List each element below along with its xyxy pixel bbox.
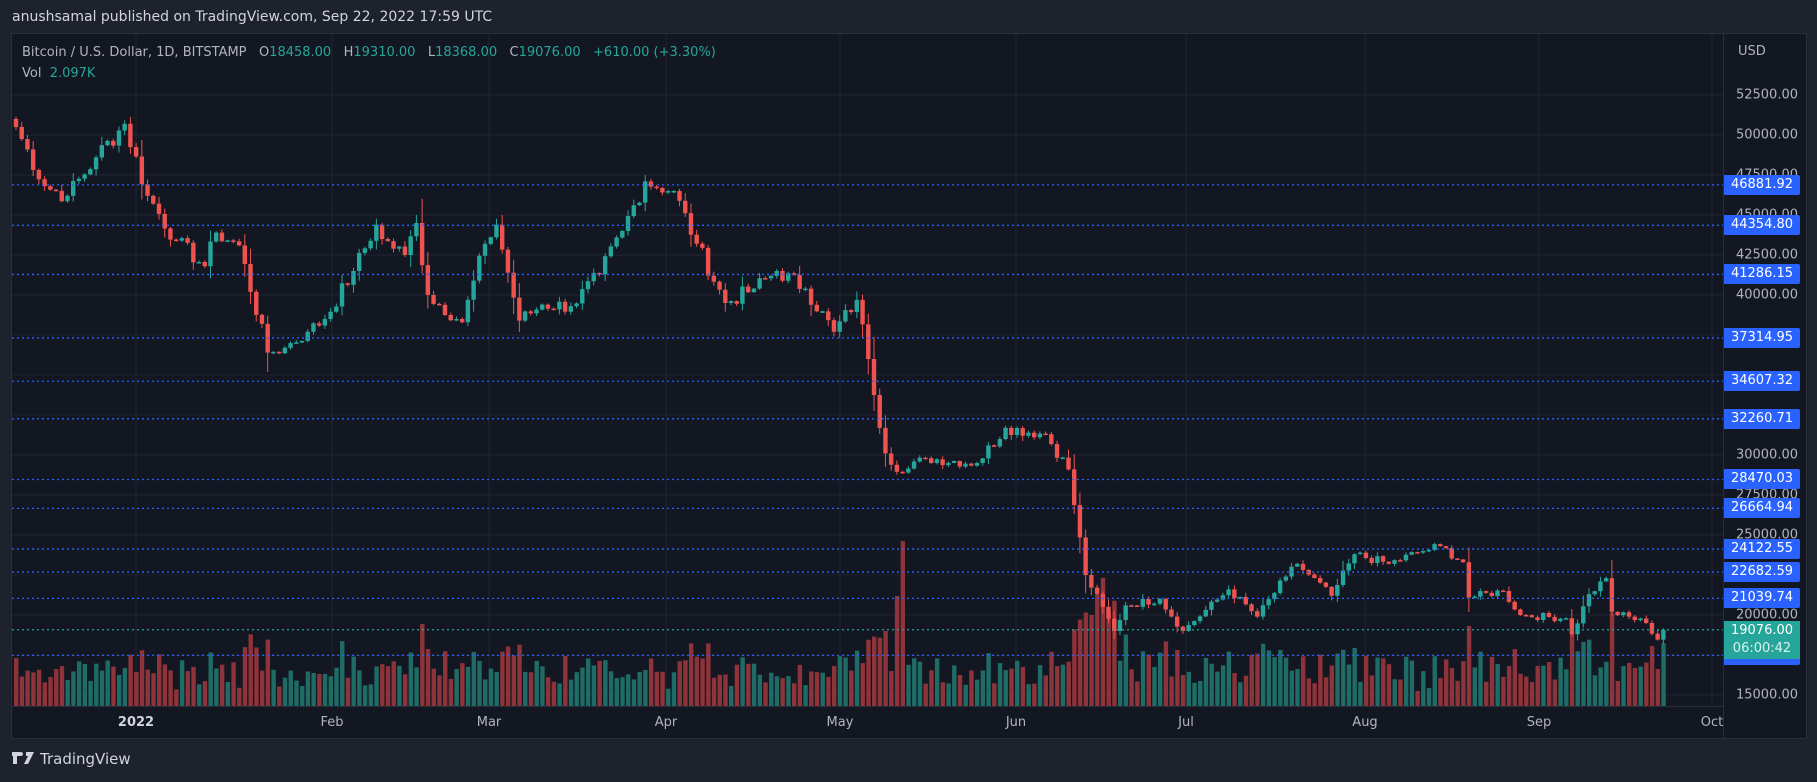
time-tick-label: Apr [654, 715, 678, 730]
price-tick-label: 52500.00 [1735, 87, 1798, 103]
time-tick-label: 2022 [117, 715, 155, 730]
close-label: C [509, 45, 519, 60]
low-value: 18368.00 [435, 45, 498, 60]
high-label: H [343, 45, 354, 60]
symbol-description[interactable]: Bitcoin / U.S. Dollar, 1D, BITSTAMP [22, 45, 247, 60]
level-price-tag[interactable]: 24122.55 [1724, 539, 1800, 560]
candlestick-chart[interactable] [12, 34, 1723, 706]
time-tick-label: Sep [1526, 715, 1552, 730]
time-tick-label: Mar [476, 715, 502, 730]
price-tick-label: 50000.00 [1735, 127, 1798, 143]
tradingview-brand: TradingView [12, 750, 131, 768]
volume-value: 2.097K [49, 66, 96, 81]
price-tick-label: 40000.00 [1735, 287, 1798, 303]
price-tick-label: 15000.00 [1735, 687, 1798, 703]
time-tick-label: Jul [1178, 715, 1194, 730]
brand-name: TradingView [40, 750, 131, 768]
time-tick-label: Oct [1700, 715, 1724, 730]
price-tick-label: 25000.00 [1735, 527, 1798, 543]
current-price-value: 19076.00 [1730, 622, 1794, 638]
low-label: L [427, 45, 436, 60]
price-axis[interactable]: USD 52500.0050000.0047500.0045000.004250… [1723, 34, 1808, 740]
price-tick-label: 30000.00 [1735, 447, 1798, 463]
high-value: 19310.00 [353, 45, 416, 60]
level-price-tag[interactable]: 41286.15 [1724, 264, 1800, 285]
chart-pane[interactable]: Bitcoin / U.S. Dollar, 1D, BITSTAMP O184… [11, 33, 1808, 740]
open-value: 18458.00 [269, 45, 332, 60]
time-tick-label: Jun [1005, 715, 1027, 730]
volume-row: Vol 2.097K [22, 63, 716, 84]
level-price-tag[interactable]: 44354.80 [1724, 215, 1800, 236]
level-price-tag[interactable]: 34607.32 [1724, 371, 1800, 392]
volume-label[interactable]: Vol [22, 66, 42, 81]
level-price-tag[interactable]: 22682.59 [1724, 562, 1800, 583]
change-value: +610.00 (+3.30%) [593, 45, 716, 60]
level-price-tag[interactable]: 21039.74 [1724, 588, 1800, 609]
bar-countdown: 06:00:42 [1732, 640, 1792, 656]
time-tick-label: May [826, 715, 854, 730]
close-value: 19076.00 [518, 45, 581, 60]
time-axis[interactable]: 2022 Feb Mar Apr May Jun Jul Aug Sep Oct [12, 706, 1723, 739]
time-tick-label: Aug [1352, 715, 1378, 730]
published-byline: anushsamal published on TradingView.com,… [12, 9, 493, 25]
level-price-tag[interactable]: 32260.71 [1724, 408, 1800, 429]
open-label: O [258, 45, 270, 60]
time-tick-label: Feb [320, 715, 344, 730]
currency-label: USD [1738, 44, 1766, 59]
tradingview-logo-icon [12, 752, 34, 764]
price-tick-label: 42500.00 [1735, 247, 1798, 263]
plot-area[interactable]: Bitcoin / U.S. Dollar, 1D, BITSTAMP O184… [12, 34, 1723, 706]
chart-legend: Bitcoin / U.S. Dollar, 1D, BITSTAMP O184… [22, 42, 716, 84]
level-price-tag[interactable]: 28470.03 [1724, 469, 1800, 490]
current-price-tag: 19076.00 06:00:42 [1724, 620, 1800, 659]
level-price-tag[interactable]: 46881.92 [1724, 174, 1800, 195]
price-tick-label: 20000.00 [1735, 607, 1798, 623]
level-price-tag[interactable]: 26664.94 [1724, 498, 1800, 519]
level-price-tag[interactable]: 37314.95 [1724, 327, 1800, 348]
ohlc-row: Bitcoin / U.S. Dollar, 1D, BITSTAMP O184… [22, 42, 716, 63]
